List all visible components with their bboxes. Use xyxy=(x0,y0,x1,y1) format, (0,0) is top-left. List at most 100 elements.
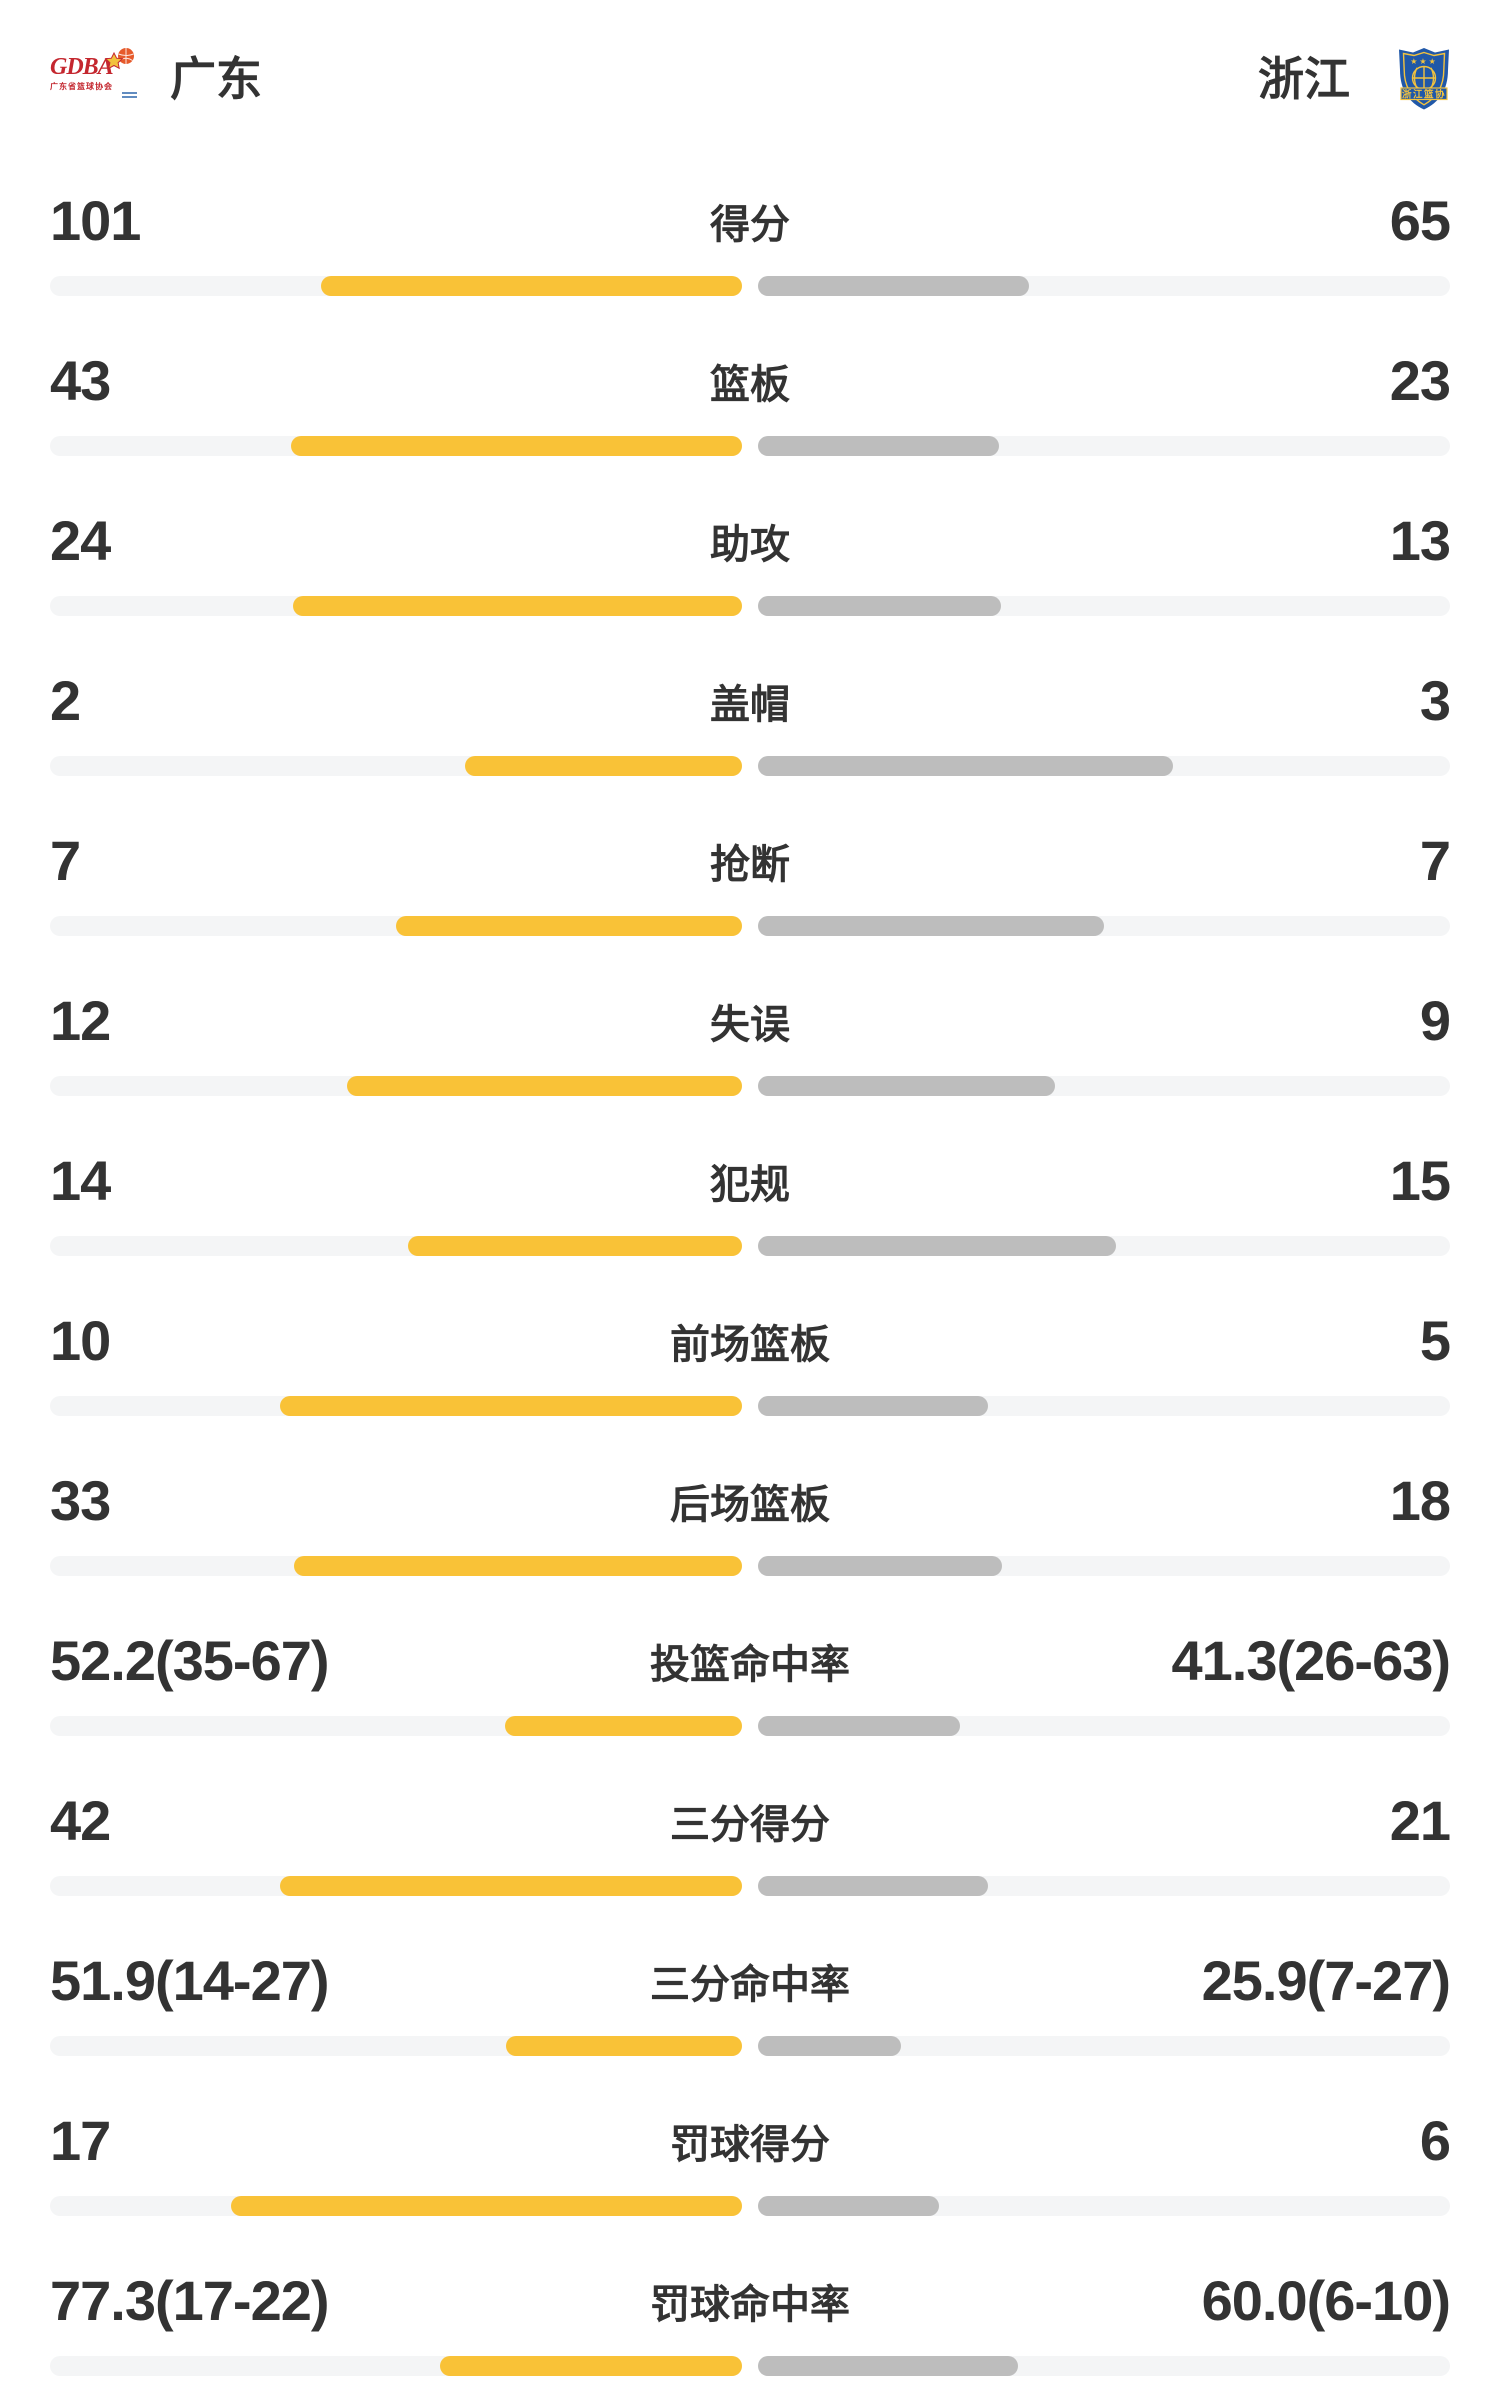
home-bar-track xyxy=(50,2356,742,2376)
home-bar-fill xyxy=(290,436,742,456)
away-bar-track xyxy=(758,1396,1450,1416)
away-bar-track xyxy=(758,2196,1450,2216)
gdba-logo-subtext: 广东省篮球协会 xyxy=(50,82,113,91)
away-bar-track xyxy=(758,756,1450,776)
away-bar-fill xyxy=(758,276,1030,296)
stat-bars xyxy=(50,436,1450,456)
away-value: 23 xyxy=(1389,349,1451,412)
stat-label: 盖帽 xyxy=(710,683,790,727)
stat-values-line: 52.2(35-67) 投篮命中率 41.3(26-63) xyxy=(50,1628,1451,1694)
stat-bars xyxy=(50,756,1450,776)
stat-label: 罚球命中率 xyxy=(650,2283,850,2327)
stat-row: 101 得分 65 xyxy=(0,188,1500,348)
home-team-logo: GDBA 广东省篮球协会 xyxy=(50,48,137,106)
stat-bars xyxy=(50,1236,1450,1256)
home-bar-track xyxy=(50,276,742,296)
home-bar-track xyxy=(50,756,742,776)
away-bar-fill xyxy=(758,2196,939,2216)
away-value: 25.9(7-27) xyxy=(1201,1949,1451,2012)
home-value: 14 xyxy=(50,1149,111,1212)
home-bar-fill xyxy=(504,1716,742,1736)
away-value: 41.3(26-63) xyxy=(1171,1629,1451,1692)
stat-row: 7 抢断 7 xyxy=(0,828,1500,988)
home-bar-fill xyxy=(440,2356,742,2376)
stat-bars xyxy=(50,1876,1450,1896)
stat-values-line: 101 得分 65 xyxy=(50,188,1451,254)
away-bar-track xyxy=(758,436,1450,456)
home-value: 52.2(35-67) xyxy=(50,1629,330,1692)
away-bar-track xyxy=(758,916,1450,936)
away-value: 18 xyxy=(1389,1469,1451,1532)
shield-basketball-icon xyxy=(1411,65,1437,91)
stat-row: 42 三分得分 21 xyxy=(0,1788,1500,1948)
stat-row: 33 后场篮板 18 xyxy=(0,1468,1500,1628)
home-bar-track xyxy=(50,2196,742,2216)
stat-bars xyxy=(50,2356,1450,2376)
basketball-star-icon xyxy=(104,48,134,70)
gdba-logo-en-decoration xyxy=(122,90,137,98)
home-bar-fill xyxy=(280,1876,742,1896)
home-value: 33 xyxy=(50,1469,111,1532)
away-value: 21 xyxy=(1389,1789,1451,1852)
away-team-logo: ★★★ 浙江篮协 xyxy=(1399,48,1449,110)
stats-list: 101 得分 65 43 篮板 23 xyxy=(0,188,1500,2400)
home-value: 7 xyxy=(50,829,81,892)
home-bar-track xyxy=(50,1076,742,1096)
stat-label: 篮板 xyxy=(710,363,790,407)
away-bar-fill xyxy=(758,916,1104,936)
stat-bars xyxy=(50,1076,1450,1096)
gdba-logo-text: GDBA xyxy=(50,54,114,80)
away-value: 15 xyxy=(1389,1149,1451,1212)
match-stats-header: GDBA 广东省篮球协会 广东 浙江 ★★★ 浙江篮协 xyxy=(0,0,1500,118)
away-value: 60.0(6-10) xyxy=(1201,2269,1451,2332)
away-bar-track xyxy=(758,2036,1450,2056)
home-bar-fill xyxy=(407,1236,742,1256)
stat-bars xyxy=(50,2196,1450,2216)
home-bar-track xyxy=(50,916,742,936)
stat-label: 犯规 xyxy=(710,1163,790,1207)
stat-values-line: 17 罚球得分 6 xyxy=(50,2108,1451,2174)
home-bar-track xyxy=(50,2036,742,2056)
away-bar-track xyxy=(758,596,1450,616)
home-value: 2 xyxy=(50,669,81,732)
away-value: 7 xyxy=(1419,829,1451,892)
stat-row: 14 犯规 15 xyxy=(0,1148,1500,1308)
home-value: 43 xyxy=(50,349,111,412)
home-value: 77.3(17-22) xyxy=(50,2269,330,2332)
stat-row: 17 罚球得分 6 xyxy=(0,2108,1500,2268)
stat-bars xyxy=(50,276,1450,296)
stat-values-line: 12 失误 9 xyxy=(50,988,1451,1054)
away-bar-fill xyxy=(758,1396,989,1416)
away-bar-fill xyxy=(758,2356,1018,2376)
home-bar-track xyxy=(50,1716,742,1736)
away-bar-fill xyxy=(758,1076,1055,1096)
stat-values-line: 14 犯规 15 xyxy=(50,1148,1451,1214)
home-bar-fill xyxy=(465,756,742,776)
home-team-header: GDBA 广东省篮球协会 广东 xyxy=(50,48,262,106)
away-value: 5 xyxy=(1419,1309,1451,1372)
stat-values-line: 33 后场篮板 18 xyxy=(50,1468,1451,1534)
home-bar-fill xyxy=(294,1556,742,1576)
stat-values-line: 24 助攻 13 xyxy=(50,508,1451,574)
away-bar-track xyxy=(758,1556,1450,1576)
home-value: 12 xyxy=(50,989,111,1052)
home-bar-track xyxy=(50,1396,742,1416)
away-bar-fill xyxy=(758,596,1001,616)
home-bar-fill xyxy=(396,916,742,936)
away-value: 6 xyxy=(1419,2109,1451,2172)
home-value: 42 xyxy=(50,1789,111,1852)
away-bar-track xyxy=(758,1716,1450,1736)
home-bar-fill xyxy=(280,1396,742,1416)
away-team-name: 浙江 xyxy=(1258,53,1350,105)
stat-label: 助攻 xyxy=(710,523,790,567)
stat-row: 2 盖帽 3 xyxy=(0,668,1500,828)
stat-row: 24 助攻 13 xyxy=(0,508,1500,668)
stat-bars xyxy=(50,2036,1450,2056)
home-bar-track xyxy=(50,436,742,456)
stat-values-line: 10 前场篮板 5 xyxy=(50,1308,1451,1374)
home-bar-fill xyxy=(346,1076,742,1096)
stat-label: 失误 xyxy=(710,1003,790,1047)
stat-label: 抢断 xyxy=(710,843,790,887)
away-bar-track xyxy=(758,1876,1450,1896)
stat-label: 前场篮板 xyxy=(670,1323,830,1367)
